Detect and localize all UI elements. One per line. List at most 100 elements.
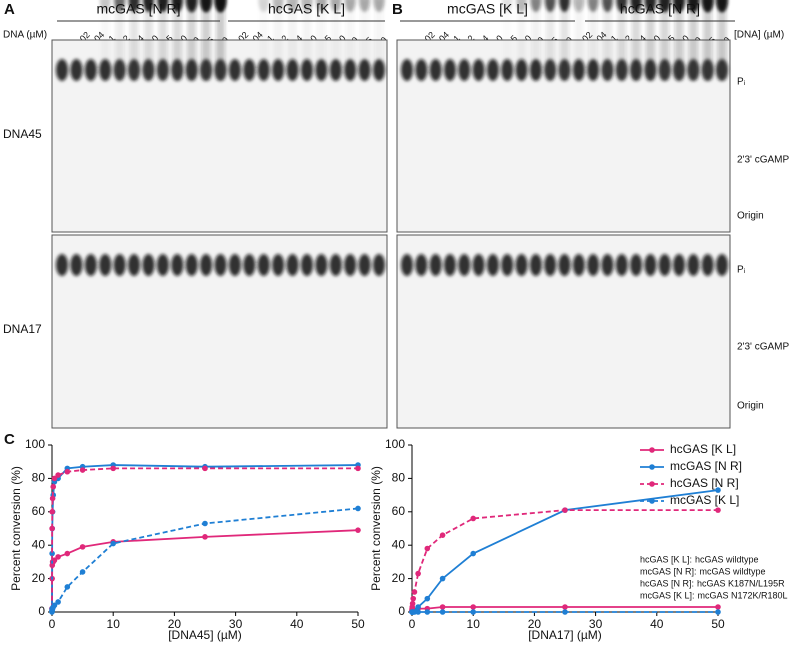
point bbox=[470, 515, 477, 522]
band bbox=[186, 0, 198, 12]
y-tick-label: 80 bbox=[32, 471, 46, 485]
smear bbox=[717, 0, 727, 80]
point bbox=[110, 465, 116, 472]
band bbox=[372, 254, 386, 276]
band bbox=[658, 254, 671, 276]
y-tick-label: 60 bbox=[392, 504, 406, 518]
smear bbox=[158, 0, 168, 80]
band bbox=[344, 0, 356, 12]
band-label: Pᵢ bbox=[737, 77, 746, 88]
x-axis-label: [DNA17] (µM) bbox=[528, 628, 602, 642]
point bbox=[51, 557, 58, 564]
smear bbox=[360, 0, 369, 80]
band bbox=[687, 254, 700, 276]
band bbox=[659, 0, 671, 12]
panel-label: A bbox=[4, 1, 15, 18]
smear bbox=[288, 0, 297, 80]
band bbox=[286, 254, 299, 276]
point bbox=[49, 525, 55, 532]
y-tick-label: 20 bbox=[392, 571, 406, 585]
band bbox=[228, 254, 241, 276]
point bbox=[64, 468, 71, 475]
band-label: Origin bbox=[737, 401, 764, 412]
point bbox=[79, 544, 86, 550]
band bbox=[443, 254, 456, 276]
y-tick-label: 100 bbox=[385, 437, 405, 451]
band bbox=[701, 254, 714, 276]
band bbox=[587, 0, 599, 12]
band bbox=[515, 59, 528, 81]
x-tick-label: 0 bbox=[49, 617, 56, 631]
smear bbox=[317, 0, 326, 80]
smear bbox=[660, 0, 670, 80]
x-axis-label: [DNA45] (µM) bbox=[168, 628, 242, 642]
band bbox=[84, 59, 97, 81]
smear bbox=[331, 0, 341, 80]
y-tick-label: 80 bbox=[392, 471, 406, 485]
band bbox=[243, 254, 256, 276]
point bbox=[415, 570, 421, 577]
smear bbox=[631, 0, 641, 80]
point bbox=[562, 609, 568, 615]
band bbox=[687, 0, 699, 12]
x-tick-label: 10 bbox=[467, 617, 481, 631]
smear bbox=[345, 0, 355, 80]
point bbox=[470, 550, 477, 557]
x-tick-label: 20 bbox=[168, 617, 182, 631]
gel-bands bbox=[400, 0, 729, 276]
band bbox=[515, 254, 528, 276]
x-tick-label: 30 bbox=[589, 617, 603, 631]
point bbox=[49, 495, 56, 502]
point bbox=[355, 505, 361, 512]
note-text: mcGAS N172K/R180L bbox=[698, 590, 788, 600]
legend-label: hcGAS [K L] bbox=[670, 442, 736, 456]
point bbox=[79, 569, 86, 575]
legend-marker bbox=[649, 498, 655, 504]
band-label: 2'3' cGAMP bbox=[737, 155, 789, 166]
point bbox=[715, 604, 721, 610]
point bbox=[415, 604, 421, 610]
band bbox=[544, 0, 556, 12]
x-tick-label: 10 bbox=[107, 617, 121, 631]
point bbox=[424, 545, 431, 552]
point bbox=[410, 595, 417, 602]
point bbox=[79, 467, 86, 473]
legend-marker bbox=[649, 464, 655, 470]
band bbox=[55, 254, 69, 276]
band bbox=[99, 59, 112, 81]
point bbox=[715, 609, 721, 615]
band bbox=[486, 254, 499, 276]
band bbox=[443, 59, 456, 81]
panel-label: B bbox=[392, 1, 403, 18]
band bbox=[301, 0, 313, 12]
smear bbox=[302, 0, 312, 80]
legend-label: mcGAS [K L] bbox=[670, 493, 739, 507]
band bbox=[400, 59, 414, 81]
point bbox=[415, 609, 421, 615]
band bbox=[142, 0, 154, 12]
point bbox=[64, 584, 71, 590]
band bbox=[171, 0, 183, 12]
note-key: mcGAS [N R]: bbox=[640, 566, 697, 576]
band bbox=[516, 0, 527, 12]
group-label: mcGAS [N R] bbox=[96, 1, 180, 17]
band bbox=[415, 254, 428, 276]
band bbox=[156, 254, 169, 276]
x-tick-label: 50 bbox=[711, 617, 725, 631]
band bbox=[228, 59, 241, 81]
band bbox=[358, 254, 371, 276]
band bbox=[501, 0, 513, 12]
band bbox=[142, 254, 155, 276]
point bbox=[49, 550, 55, 557]
band bbox=[70, 254, 83, 276]
point bbox=[202, 520, 208, 527]
point bbox=[355, 465, 361, 472]
note-key: hcGAS [N R]: bbox=[640, 578, 694, 588]
point bbox=[55, 472, 61, 478]
band bbox=[344, 254, 357, 276]
x-tick-label: 40 bbox=[650, 617, 664, 631]
band bbox=[257, 254, 270, 276]
band bbox=[472, 59, 485, 81]
point bbox=[51, 475, 58, 482]
row-label: DNA45 bbox=[3, 127, 42, 141]
